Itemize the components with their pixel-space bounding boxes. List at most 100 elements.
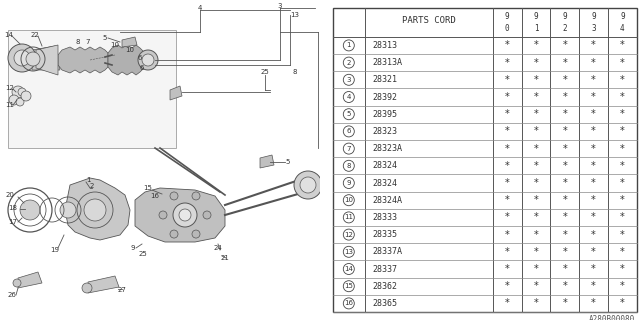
Text: 9: 9: [563, 12, 567, 20]
Text: *: *: [620, 281, 625, 291]
Text: 5: 5: [103, 35, 107, 41]
Circle shape: [343, 126, 355, 137]
Circle shape: [14, 50, 30, 66]
Text: 3: 3: [591, 24, 596, 33]
Text: *: *: [563, 58, 567, 68]
Text: *: *: [591, 109, 596, 119]
Text: 10: 10: [111, 42, 120, 48]
Text: *: *: [591, 92, 596, 102]
Circle shape: [8, 44, 36, 72]
Polygon shape: [32, 46, 60, 70]
Circle shape: [82, 283, 92, 293]
Text: 9: 9: [131, 245, 135, 251]
Polygon shape: [108, 45, 144, 75]
Text: *: *: [591, 40, 596, 50]
Text: 20: 20: [6, 192, 15, 198]
Text: *: *: [563, 75, 567, 85]
Text: *: *: [620, 178, 625, 188]
Text: 13: 13: [344, 249, 353, 255]
Circle shape: [343, 143, 355, 154]
Text: *: *: [505, 126, 509, 136]
Text: 4: 4: [198, 5, 202, 11]
Text: *: *: [563, 109, 567, 119]
Text: 18: 18: [8, 205, 17, 211]
Text: 2: 2: [347, 60, 351, 66]
Text: *: *: [534, 212, 538, 222]
Text: 11: 11: [344, 214, 353, 220]
Text: *: *: [534, 144, 538, 154]
Text: *: *: [534, 247, 538, 257]
Text: *: *: [591, 161, 596, 171]
Text: *: *: [620, 247, 625, 257]
Text: *: *: [563, 178, 567, 188]
Text: *: *: [563, 126, 567, 136]
Text: *: *: [534, 298, 538, 308]
Text: 28337: 28337: [372, 265, 398, 274]
Text: 9: 9: [534, 12, 538, 20]
Circle shape: [9, 95, 19, 105]
Text: *: *: [620, 264, 625, 274]
Text: 5: 5: [347, 111, 351, 117]
Text: 28324: 28324: [372, 161, 398, 170]
Circle shape: [21, 91, 31, 101]
Text: *: *: [505, 161, 509, 171]
Text: 28323: 28323: [372, 127, 398, 136]
Text: *: *: [534, 75, 538, 85]
Text: *: *: [591, 298, 596, 308]
Bar: [8, 30, 176, 148]
Text: 5: 5: [286, 159, 290, 165]
Text: 6: 6: [346, 128, 351, 134]
Text: 8: 8: [76, 39, 80, 45]
Text: *: *: [563, 212, 567, 222]
Text: 28337A: 28337A: [372, 247, 403, 256]
Text: 28362: 28362: [372, 282, 398, 291]
Text: 2: 2: [563, 24, 567, 33]
Circle shape: [294, 171, 322, 199]
Text: *: *: [620, 212, 625, 222]
Text: 28323A: 28323A: [372, 144, 403, 153]
Circle shape: [18, 88, 26, 96]
Circle shape: [16, 98, 24, 106]
Text: *: *: [563, 247, 567, 257]
Circle shape: [170, 192, 178, 200]
Circle shape: [343, 212, 355, 223]
Circle shape: [343, 109, 355, 120]
Polygon shape: [18, 272, 42, 288]
Text: *: *: [534, 126, 538, 136]
Text: *: *: [505, 178, 509, 188]
Circle shape: [192, 230, 200, 238]
Text: *: *: [563, 92, 567, 102]
Text: *: *: [505, 40, 509, 50]
Text: *: *: [534, 40, 538, 50]
Text: *: *: [591, 126, 596, 136]
Text: 1: 1: [86, 177, 90, 183]
Text: *: *: [505, 58, 509, 68]
Text: 14: 14: [344, 266, 353, 272]
Circle shape: [343, 195, 355, 206]
Polygon shape: [170, 86, 182, 100]
Polygon shape: [65, 178, 130, 240]
Text: 22: 22: [31, 32, 40, 38]
Text: *: *: [563, 195, 567, 205]
Circle shape: [343, 298, 355, 309]
Text: *: *: [620, 161, 625, 171]
Text: 7: 7: [346, 146, 351, 152]
Text: 28335: 28335: [372, 230, 398, 239]
Circle shape: [173, 203, 197, 227]
Circle shape: [60, 202, 76, 218]
Circle shape: [343, 40, 355, 51]
Text: *: *: [591, 229, 596, 240]
Text: 3: 3: [278, 3, 282, 9]
Text: *: *: [591, 247, 596, 257]
Text: *: *: [505, 195, 509, 205]
Polygon shape: [88, 276, 119, 293]
Text: *: *: [620, 40, 625, 50]
Text: 9: 9: [620, 12, 625, 20]
Text: *: *: [534, 92, 538, 102]
Text: 28324: 28324: [372, 179, 398, 188]
Text: *: *: [534, 109, 538, 119]
Text: 3: 3: [346, 77, 351, 83]
Text: 9: 9: [346, 180, 351, 186]
Circle shape: [343, 160, 355, 171]
Text: 1: 1: [534, 24, 538, 33]
